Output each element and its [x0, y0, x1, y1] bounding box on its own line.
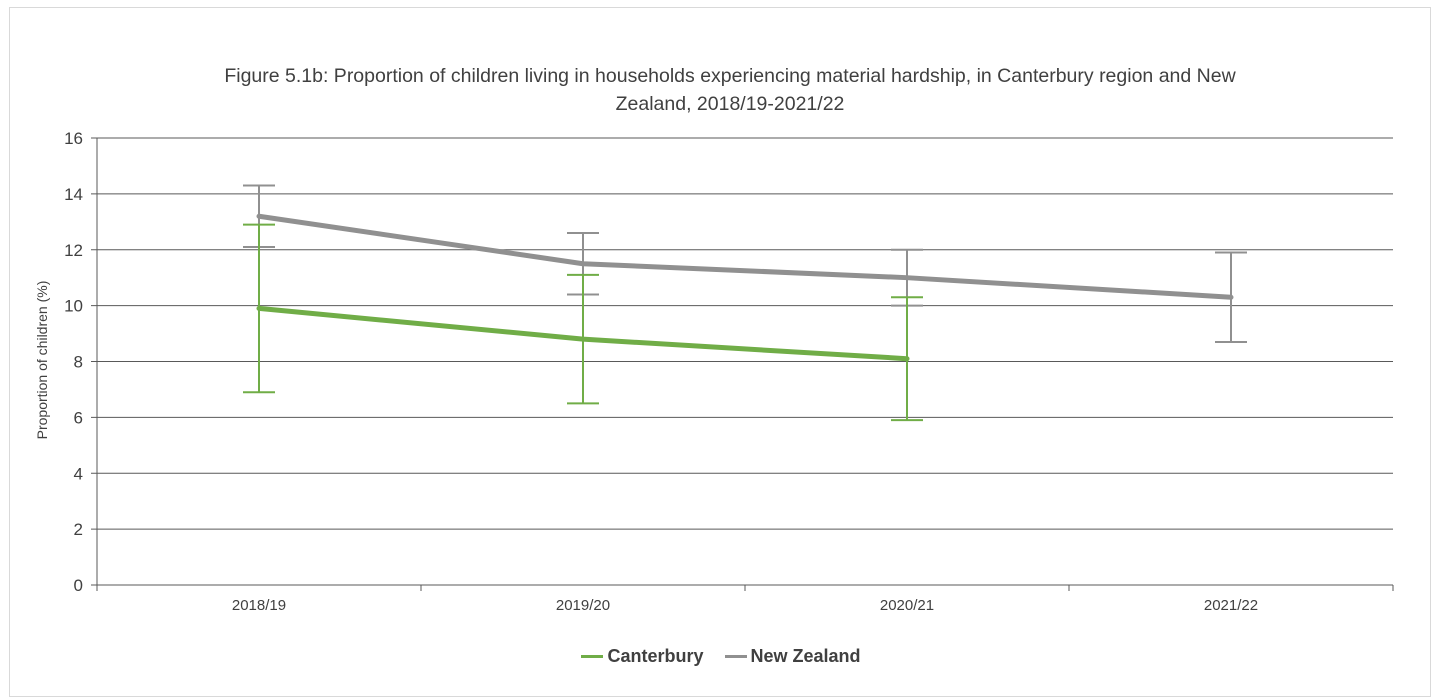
legend-item-canterbury[interactable]: Canterbury	[581, 646, 703, 667]
legend-label-new-zealand: New Zealand	[751, 646, 861, 667]
y-tick-label-8: 8	[74, 353, 83, 372]
x-tick-label-2020-21: 2020/21	[880, 597, 934, 614]
y-tick-label-14: 14	[64, 185, 83, 204]
y-tick-label-12: 12	[64, 241, 83, 260]
y-tick-label-6: 6	[74, 408, 83, 427]
legend-swatch-canterbury	[581, 655, 603, 658]
legend: Canterbury New Zealand	[0, 642, 1442, 667]
x-tick-label-2019-20: 2019/20	[556, 597, 610, 614]
y-tick-label-0: 0	[74, 576, 83, 595]
y-tick-label-16: 16	[64, 129, 83, 148]
y-tick-label-10: 10	[64, 297, 83, 316]
series-line-new-zealand	[259, 216, 1231, 297]
y-tick-label-2: 2	[74, 520, 83, 539]
legend-swatch-new-zealand	[725, 655, 747, 658]
legend-item-new-zealand[interactable]: New Zealand	[725, 646, 861, 667]
legend-label-canterbury: Canterbury	[607, 646, 703, 667]
x-tick-label-2021-22: 2021/22	[1204, 597, 1258, 614]
x-tick-label-2018-19: 2018/19	[232, 597, 286, 614]
y-tick-label-4: 4	[74, 464, 83, 483]
